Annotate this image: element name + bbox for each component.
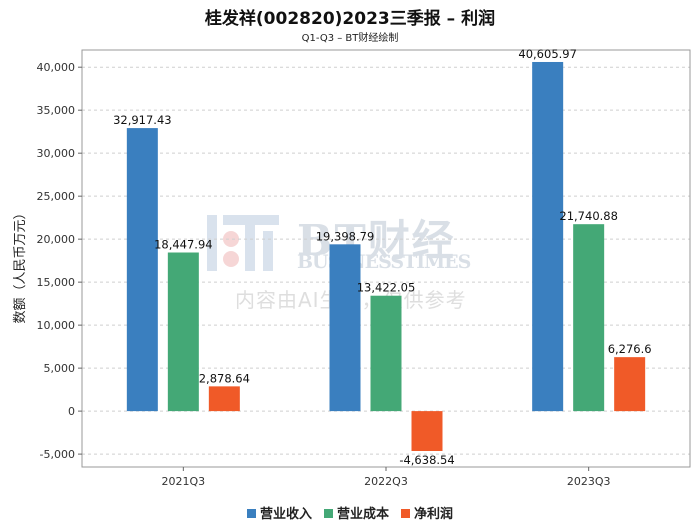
- y-tick-label: 35,000: [37, 104, 76, 117]
- y-tick-label: 40,000: [37, 61, 76, 74]
- legend-item: 营业收入: [246, 503, 312, 522]
- y-tick-label: 0: [68, 405, 75, 418]
- legend-item: 净利润: [401, 503, 453, 522]
- x-tick-label: 2023Q3: [567, 475, 611, 488]
- bar: [532, 61, 564, 412]
- bar: [208, 386, 240, 412]
- data-label: 21,740.88: [559, 209, 618, 223]
- y-axis-label: 数额（人民币万元）: [13, 206, 28, 323]
- y-tick-label: -5,000: [40, 448, 75, 461]
- bar: [329, 244, 361, 412]
- axes: -5,000 0 5,000 10,000 15,000 20,000 25,000 30,0…: [37, 49, 691, 488]
- bar: [370, 295, 402, 412]
- legend-swatch: [246, 509, 256, 518]
- data-label: 32,917.43: [113, 113, 172, 127]
- bar: [167, 252, 199, 412]
- watermark-brand: BT财经: [297, 216, 456, 265]
- data-label: 6,276.6: [608, 342, 652, 356]
- data-labels: 32,917.43 18,447.94 2,878.64 19,398.79 13,42…: [113, 47, 652, 467]
- bar: [573, 224, 605, 412]
- legend-label: 营业成本: [336, 507, 389, 522]
- bar: [126, 128, 158, 412]
- y-tick-label: 15,000: [37, 276, 76, 289]
- data-label: -4,638.54: [399, 453, 454, 467]
- x-tick-label: 2021Q3: [162, 475, 206, 488]
- legend-swatch: [401, 509, 410, 518]
- y-tick-label: 5,000: [44, 362, 76, 375]
- legend: 营业收入 营业成本 净利润: [0, 503, 700, 522]
- legend-swatch: [323, 509, 333, 518]
- bar: [411, 411, 443, 451]
- bars: [126, 61, 646, 451]
- legend-item: 营业成本: [323, 503, 389, 522]
- y-tick-label: 20,000: [37, 233, 76, 246]
- data-label: 40,605.97: [518, 47, 577, 61]
- data-label: 18,447.94: [154, 237, 213, 251]
- y-tick-label: 30,000: [37, 147, 76, 160]
- data-label: 13,422.05: [357, 281, 416, 295]
- chart-title: 桂发祥(002820)2023三季报 – 利润: [204, 9, 496, 29]
- bt-logo-icon: [207, 215, 279, 271]
- x-tick-label: 2022Q3: [364, 475, 408, 488]
- bar: [614, 357, 646, 412]
- data-label: 19,398.79: [316, 229, 375, 243]
- y-tick-label: 25,000: [37, 190, 76, 203]
- data-label: 2,878.64: [199, 371, 250, 385]
- y-tick-label: 10,000: [37, 319, 76, 332]
- chart-subtitle: Q1-Q3 – BT财经绘制: [301, 33, 399, 44]
- legend-label: 营业收入: [259, 507, 312, 522]
- legend-label: 净利润: [414, 507, 454, 522]
